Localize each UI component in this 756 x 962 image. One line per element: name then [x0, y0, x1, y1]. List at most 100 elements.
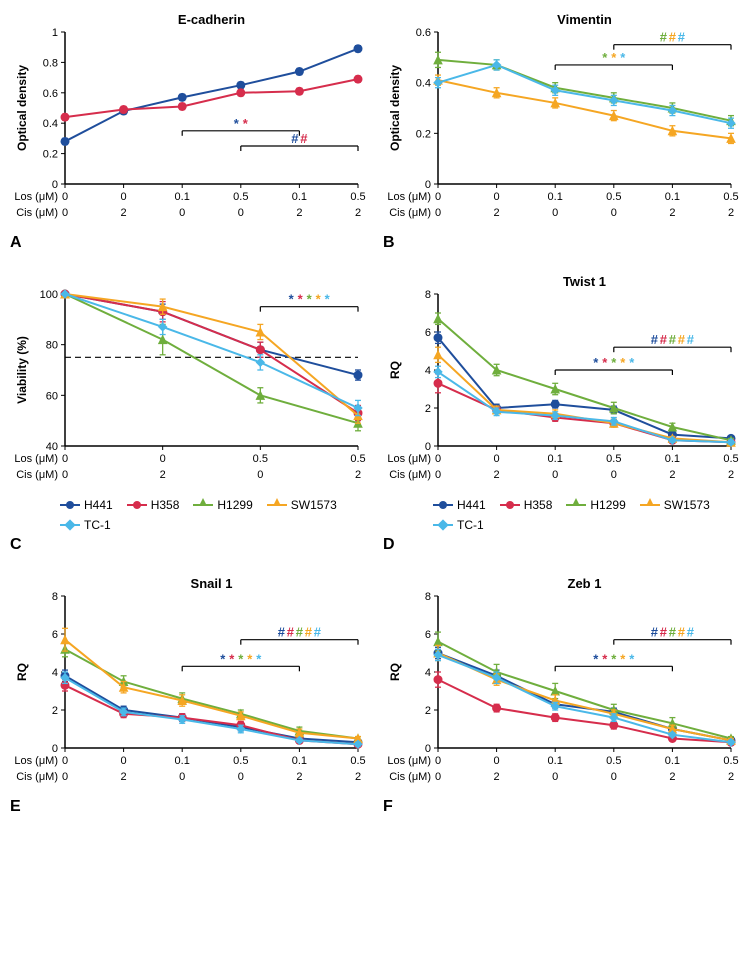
svg-text:0: 0 — [257, 469, 263, 481]
svg-text:0.1: 0.1 — [548, 191, 563, 203]
svg-text:Los (μM): Los (μM) — [14, 755, 58, 767]
svg-text:2: 2 — [355, 207, 361, 219]
svg-text:8: 8 — [52, 591, 58, 603]
svg-text:2: 2 — [121, 771, 127, 783]
legend-item: H358 — [127, 498, 180, 512]
svg-text:0: 0 — [62, 453, 68, 465]
svg-text:0.1: 0.1 — [665, 453, 680, 465]
svg-text:2: 2 — [494, 771, 500, 783]
panel-D: Twist 102468RQ#####*****Los (μM)Cis (μM)… — [383, 272, 746, 554]
legend-label: H441 — [84, 498, 113, 512]
svg-text:#: # — [651, 625, 659, 640]
svg-text:6: 6 — [425, 327, 431, 339]
svg-text:Los (μM): Los (μM) — [14, 191, 58, 203]
svg-text:0: 0 — [121, 191, 127, 203]
svg-text:*: * — [620, 50, 626, 65]
svg-text:0: 0 — [552, 469, 558, 481]
svg-text:2: 2 — [728, 771, 734, 783]
svg-text:Los (μM): Los (μM) — [14, 453, 58, 465]
svg-text:4: 4 — [425, 667, 431, 679]
svg-text:0: 0 — [435, 771, 441, 783]
svg-text:2: 2 — [728, 469, 734, 481]
svg-text:*: * — [238, 651, 244, 666]
svg-text:0.1: 0.1 — [175, 191, 190, 203]
svg-text:0: 0 — [62, 771, 68, 783]
legend-label: H1299 — [217, 498, 252, 512]
svg-text:0.5: 0.5 — [606, 755, 621, 767]
panel-B: Vimentin00.20.40.6Optical density###***L… — [383, 10, 746, 252]
svg-text:Optical density: Optical density — [388, 65, 402, 151]
chart-E: Snail 102468RQ#####*****Los (μM)Cis (μM)… — [10, 574, 368, 794]
legend-label: SW1573 — [664, 498, 710, 512]
svg-text:*: * — [316, 292, 322, 307]
svg-text:0: 0 — [179, 771, 185, 783]
chart-title: Twist 1 — [563, 274, 606, 289]
chart-title: Zeb 1 — [568, 576, 602, 591]
legend-item: H441 — [60, 498, 113, 512]
legend-item: TC-1 — [433, 518, 484, 532]
svg-text:#: # — [300, 131, 308, 146]
svg-text:*: * — [629, 355, 635, 370]
svg-text:0.6: 0.6 — [416, 27, 431, 39]
svg-text:Cis (μM): Cis (μM) — [16, 771, 58, 783]
svg-text:0.5: 0.5 — [723, 191, 738, 203]
svg-text:0: 0 — [552, 771, 558, 783]
svg-text:0: 0 — [552, 207, 558, 219]
svg-text:Cis (μM): Cis (μM) — [16, 207, 58, 219]
svg-text:*: * — [602, 651, 608, 666]
svg-text:Cis (μM): Cis (μM) — [389, 771, 431, 783]
svg-text:0: 0 — [52, 179, 58, 191]
svg-text:2: 2 — [160, 469, 166, 481]
panel-A: E-cadherin00.20.40.60.81Optical density*… — [10, 10, 373, 252]
svg-text:#: # — [687, 625, 695, 640]
svg-text:Cis (μM): Cis (μM) — [16, 469, 58, 481]
svg-text:Cis (μM): Cis (μM) — [389, 469, 431, 481]
svg-text:0.5: 0.5 — [233, 191, 248, 203]
svg-text:0: 0 — [611, 771, 617, 783]
panel-label: C — [10, 536, 373, 554]
svg-text:0: 0 — [425, 179, 431, 191]
svg-text:2: 2 — [296, 207, 302, 219]
svg-text:0: 0 — [425, 441, 431, 453]
svg-text:0.5: 0.5 — [350, 191, 365, 203]
svg-text:0: 0 — [62, 207, 68, 219]
svg-text:#: # — [287, 625, 295, 640]
svg-text:*: * — [593, 651, 599, 666]
svg-text:0: 0 — [160, 453, 166, 465]
svg-text:2: 2 — [669, 469, 675, 481]
svg-text:#: # — [660, 30, 668, 45]
svg-text:*: * — [611, 355, 617, 370]
svg-text:0: 0 — [611, 469, 617, 481]
svg-text:*: * — [620, 651, 626, 666]
panel-label: A — [10, 234, 373, 252]
svg-text:2: 2 — [52, 705, 58, 717]
svg-text:0: 0 — [52, 743, 58, 755]
svg-text:60: 60 — [46, 390, 58, 402]
svg-text:0.5: 0.5 — [233, 755, 248, 767]
svg-text:0.4: 0.4 — [416, 78, 431, 90]
legend-label: SW1573 — [291, 498, 337, 512]
svg-text:*: * — [234, 116, 240, 131]
svg-text:#: # — [651, 332, 659, 347]
legend: H441 H358 H1299 SW1573 TC-1 — [10, 498, 373, 532]
svg-text:0.5: 0.5 — [606, 453, 621, 465]
svg-text:0.5: 0.5 — [350, 755, 365, 767]
svg-text:0.1: 0.1 — [292, 191, 307, 203]
legend-item: SW1573 — [267, 498, 337, 512]
legend: H441 H358 H1299 SW1573 TC-1 — [383, 498, 746, 532]
chart-D: Twist 102468RQ#####*****Los (μM)Cis (μM)… — [383, 272, 741, 492]
legend-label: H358 — [151, 498, 180, 512]
svg-text:2: 2 — [494, 469, 500, 481]
svg-text:0.1: 0.1 — [548, 755, 563, 767]
svg-text:2: 2 — [355, 771, 361, 783]
svg-text:0: 0 — [435, 207, 441, 219]
svg-text:*: * — [602, 50, 608, 65]
svg-text:Los (μM): Los (μM) — [387, 191, 431, 203]
svg-text:0: 0 — [494, 191, 500, 203]
legend-item: H1299 — [566, 498, 625, 512]
svg-text:#: # — [687, 332, 695, 347]
svg-text:#: # — [678, 30, 686, 45]
svg-text:2: 2 — [121, 207, 127, 219]
svg-text:0.6: 0.6 — [43, 88, 58, 100]
svg-text:0.8: 0.8 — [43, 57, 58, 69]
